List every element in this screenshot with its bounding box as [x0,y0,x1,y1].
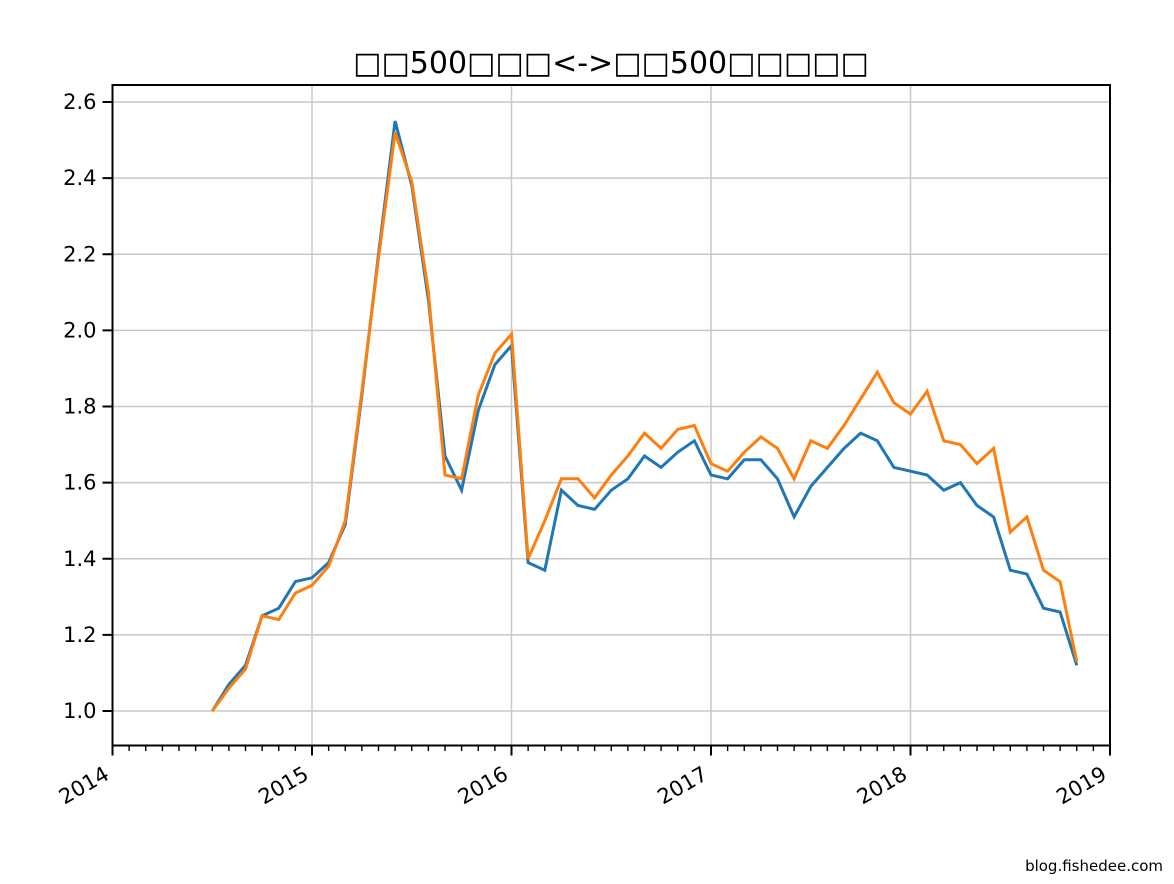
y-tick-label: 2.4 [63,166,96,190]
plot-frame [111,84,1111,747]
y-tick-label: 2.2 [63,242,96,266]
y-tick-label: 1.2 [63,623,96,647]
y-tick-labels: 1.0 1.2 1.4 1.6 1.8 2.0 2.2 2.4 2.6 [63,90,96,723]
y-tick-label: 1.0 [63,699,96,723]
y-tick-label: 2.0 [63,318,96,342]
y-tick-label: 2.6 [63,90,96,114]
orange-line [211,132,1079,712]
y-tick-label: 1.8 [63,395,96,419]
watermark: blog.fishedee.com [1025,857,1163,875]
y-tick-label: 1.6 [63,471,96,495]
data-series [211,120,1079,712]
chart-title: □□500□□□<->□□500□□□□□ [353,46,869,81]
y-tick-label: 1.4 [63,547,96,571]
